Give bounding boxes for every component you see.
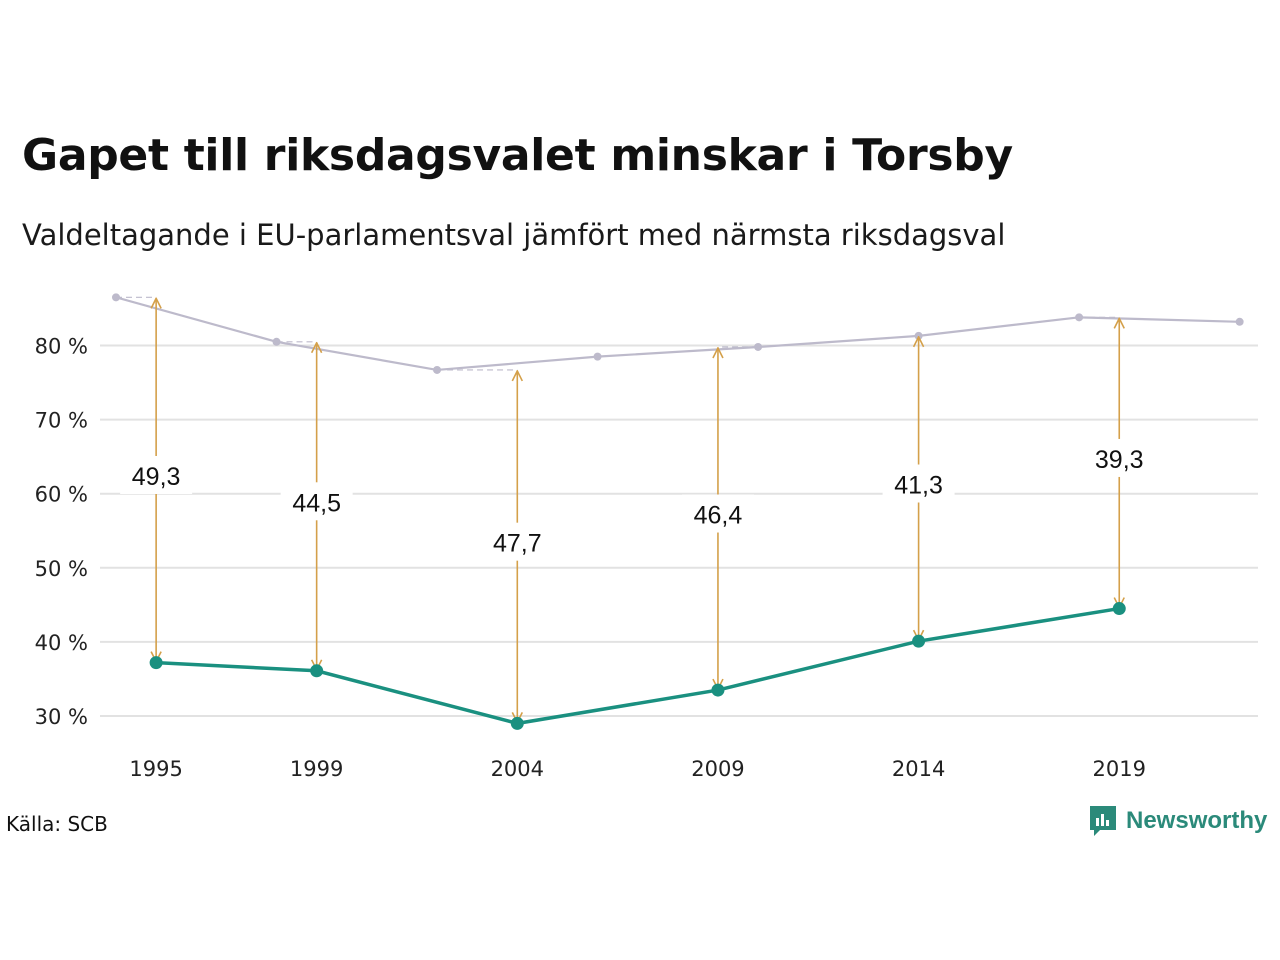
chart-subtitle: Valdeltagande i EU-parlamentsval jämfört…	[22, 218, 1006, 252]
x-tick-label: 1995	[129, 757, 182, 781]
gap-label-bg	[882, 464, 955, 503]
eu-series-line	[156, 606, 1120, 726]
eu-point	[711, 683, 725, 697]
y-tick-label: 30 %	[35, 705, 88, 729]
gap-label-bg	[120, 455, 193, 494]
source-note: Källa: SCB	[6, 812, 108, 836]
eu-point	[310, 664, 324, 678]
gap-label-bg	[280, 482, 353, 521]
newsworthy-icon	[1090, 806, 1116, 836]
x-tick-label: 2019	[1093, 757, 1146, 781]
gap-label: 49,3	[132, 463, 181, 491]
brand-logo: Newsworthy	[1088, 804, 1267, 838]
x-tick-label: 2004	[491, 757, 544, 781]
riksdag-series-line	[115, 296, 1240, 372]
y-tick-label: 40 %	[35, 631, 88, 655]
eu-point	[510, 716, 524, 730]
y-tick-label: 50 %	[35, 557, 88, 581]
y-tick-label: 60 %	[35, 483, 88, 507]
x-tick-label: 2014	[892, 757, 945, 781]
gap-label: 39,3	[1095, 446, 1144, 474]
gap-label: 44,5	[292, 489, 341, 517]
gap-label: 46,4	[694, 502, 743, 530]
eu-point	[149, 656, 163, 670]
gap-label-bg	[481, 522, 554, 561]
gap-label-bg	[1083, 438, 1156, 477]
gap-label-bg	[681, 494, 754, 533]
gap-label: 47,7	[493, 530, 542, 558]
chart-title: Gapet till riksdagsvalet minskar i Torsb…	[22, 130, 1013, 181]
y-tick-label: 80 %	[35, 335, 88, 359]
eu-point	[912, 634, 926, 648]
x-tick-label: 1999	[290, 757, 343, 781]
brand-name: Newsworthy	[1126, 807, 1268, 834]
gap-label: 41,3	[894, 472, 943, 500]
riksdag-point	[1235, 317, 1244, 326]
riksdag-point	[593, 352, 602, 361]
eu-point	[1112, 602, 1126, 616]
y-tick-label: 70 %	[35, 409, 88, 433]
x-tick-label: 2009	[691, 757, 744, 781]
